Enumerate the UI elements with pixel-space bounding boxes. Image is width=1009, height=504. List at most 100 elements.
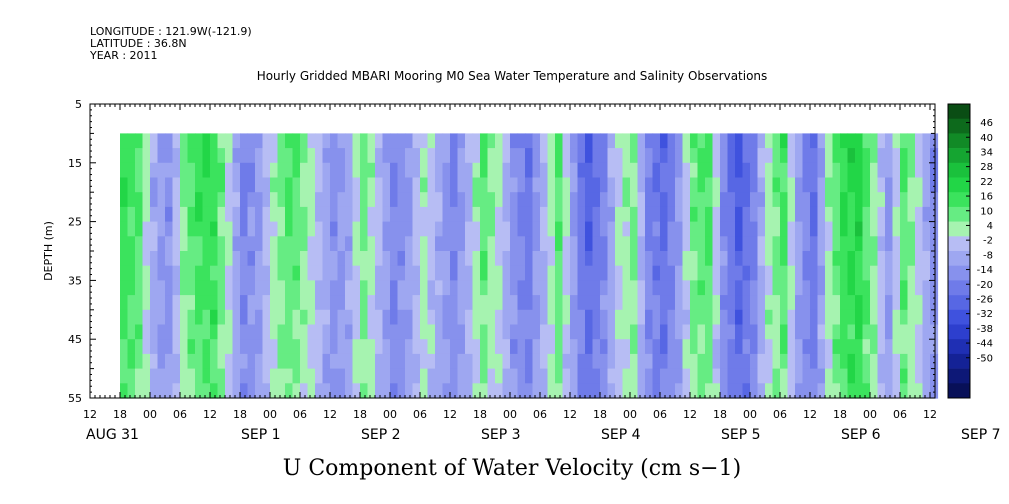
heatmap-cell [262,251,271,267]
heatmap-cell [435,383,444,399]
heatmap-cell [825,236,834,252]
heatmap-cell [555,324,564,340]
heatmap-cell [210,353,219,370]
heatmap-cell [352,295,361,311]
heatmap-cell [930,162,939,179]
heatmap-cell [885,162,894,179]
heatmap-cell [405,265,414,281]
heatmap-cell [165,133,174,149]
heatmap-cell [187,221,196,237]
heatmap-cell [135,324,144,340]
heatmap-cell [330,192,339,208]
heatmap-cell [457,383,466,399]
heatmap-cell [682,324,691,340]
heatmap-cell [495,368,504,384]
colorbar-swatch [948,353,970,369]
heatmap-cell [877,339,886,355]
heatmap-cell [465,280,474,296]
heatmap-cell [532,383,541,399]
heatmap-cell [742,192,751,208]
heatmap-cell [907,206,916,223]
heatmap-cell [585,339,594,355]
heatmap-cell [187,324,196,340]
heatmap-cell [300,295,309,311]
heatmap-cell [585,162,594,179]
heatmap-cell [727,148,736,164]
heatmap-cell [427,309,436,326]
heatmap-cell [555,206,564,223]
heatmap-cell [510,236,519,252]
heatmap-cell [157,133,166,149]
heatmap-cell [480,236,489,252]
heatmap-cell [352,148,361,164]
heatmap-cell [570,192,579,208]
heatmap-cell [405,309,414,326]
heatmap-cell [195,353,204,370]
heatmap-cell [832,339,841,355]
heatmap-cell [135,133,144,149]
heatmap-cell [817,133,826,149]
heatmap-cell [292,280,301,296]
heatmap-cell [375,353,384,370]
heatmap-cell [135,265,144,281]
heatmap-cell [772,148,781,164]
heatmap-cell [412,265,421,281]
heatmap-cell [142,324,151,340]
heatmap-cell [615,192,624,208]
heatmap-cell [660,324,669,340]
colorbar-swatch [948,221,970,237]
heatmap-cell [225,192,234,208]
heatmap-cell [870,177,879,193]
heatmap-cell [225,383,234,399]
heatmap-cell [442,368,451,384]
heatmap-cell [855,383,864,399]
heatmap-cell [690,368,699,384]
heatmap-cell [457,353,466,370]
heatmap-cell [922,309,931,326]
heatmap-cell [420,280,429,296]
heatmap-cell [555,383,564,399]
heatmap-cell [862,221,871,237]
heatmap-cell [255,309,264,326]
heatmap-cell [285,236,294,252]
heatmap-cell [292,192,301,208]
heatmap-cell [825,368,834,384]
heatmap-cell [300,206,309,223]
heatmap-cell [390,206,399,223]
heatmap-cell [487,339,496,355]
heatmap-cell [150,236,159,252]
heatmap-cell [930,206,939,223]
heatmap-cell [345,133,354,149]
heatmap-cell [675,221,684,237]
heatmap-cell [180,221,189,237]
heatmap-cell [840,353,849,370]
heatmap-cell [157,148,166,164]
heatmap-cell [120,148,129,164]
heatmap-cell [367,221,376,237]
colorbar-frame [947,103,971,399]
heatmap-cell [547,295,556,311]
heatmap-cell [195,339,204,355]
heatmap-cell [735,353,744,370]
heatmap-cell [412,206,421,223]
heatmap-cell [870,192,879,208]
heatmap-cell [120,236,129,252]
heatmap-cell [330,324,339,340]
heatmap-cell [217,295,226,311]
heatmap-cell [232,251,241,267]
heatmap-cell [742,236,751,252]
heatmap-cell [780,353,789,370]
heatmap-cell [832,251,841,267]
heatmap-cell [547,221,556,237]
heatmap-cell [345,353,354,370]
heatmap-cell [682,265,691,281]
heatmap-cell [202,324,211,340]
heatmap-cell [682,236,691,252]
heatmap-cell [765,324,774,340]
heatmap-cell [922,148,931,164]
heatmap-cell [585,324,594,340]
heatmap-cell [757,280,766,296]
x-tick-label: 12 [923,408,937,421]
heatmap-cell [907,383,916,399]
heatmap-cell [165,206,174,223]
